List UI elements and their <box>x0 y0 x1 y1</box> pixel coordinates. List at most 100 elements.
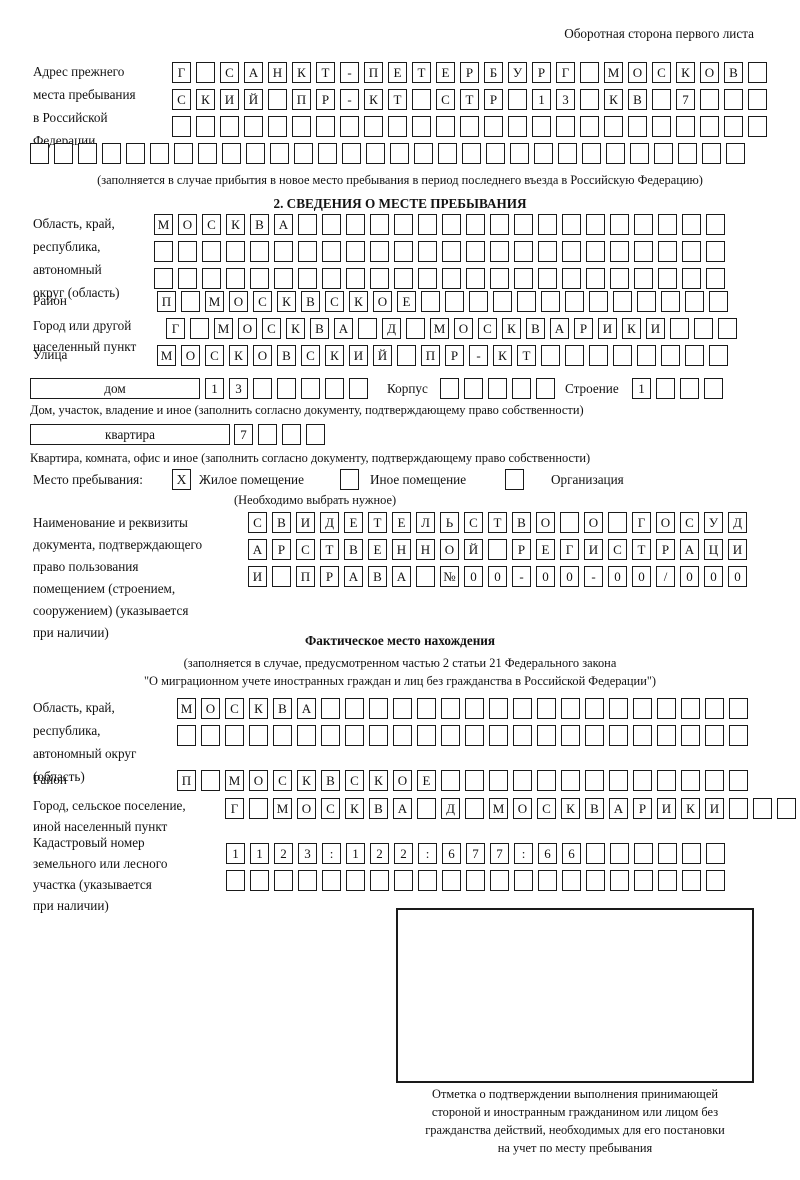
char-cell[interactable] <box>582 143 601 164</box>
char-cell[interactable] <box>417 798 436 819</box>
char-cell[interactable] <box>538 268 557 289</box>
char-cell[interactable]: К <box>561 798 580 819</box>
char-cell[interactable] <box>706 843 725 864</box>
char-cell[interactable]: К <box>493 345 512 366</box>
char-cell[interactable] <box>512 378 531 399</box>
char-cell[interactable] <box>729 770 748 791</box>
flat-cells[interactable]: 7 <box>234 424 325 445</box>
char-cell[interactable] <box>517 291 536 312</box>
char-cell[interactable] <box>634 214 653 235</box>
char-cell[interactable]: К <box>364 89 383 110</box>
char-cell[interactable]: М <box>154 214 173 235</box>
char-cell[interactable] <box>346 214 365 235</box>
char-cell[interactable] <box>225 725 244 746</box>
char-cell[interactable] <box>250 268 269 289</box>
char-cell[interactable]: В <box>368 566 387 587</box>
char-cell[interactable] <box>633 770 652 791</box>
char-cell[interactable] <box>462 143 481 164</box>
char-cell[interactable] <box>390 143 409 164</box>
char-cell[interactable] <box>718 318 737 339</box>
char-cell[interactable]: С <box>464 512 483 533</box>
char-cell[interactable] <box>586 241 605 262</box>
char-cell[interactable] <box>345 725 364 746</box>
char-cell[interactable]: Т <box>368 512 387 533</box>
char-cell[interactable]: С <box>202 214 221 235</box>
char-cell[interactable] <box>682 870 701 891</box>
char-cell[interactable] <box>490 241 509 262</box>
char-cell[interactable]: 1 <box>250 843 269 864</box>
char-cell[interactable]: К <box>196 89 215 110</box>
char-cell[interactable] <box>658 214 677 235</box>
char-cell[interactable] <box>54 143 73 164</box>
char-cell[interactable]: О <box>249 770 268 791</box>
char-cell[interactable] <box>190 318 209 339</box>
char-cell[interactable] <box>681 725 700 746</box>
char-cell[interactable]: О <box>536 512 555 533</box>
char-cell[interactable] <box>268 116 287 137</box>
char-cell[interactable] <box>657 725 676 746</box>
char-cell[interactable]: Р <box>484 89 503 110</box>
char-cell[interactable]: Т <box>632 539 651 560</box>
char-cell[interactable] <box>277 378 296 399</box>
char-cell[interactable] <box>610 241 629 262</box>
char-cell[interactable]: К <box>286 318 305 339</box>
char-cell[interactable]: 6 <box>442 843 461 864</box>
char-cell[interactable]: А <box>609 798 628 819</box>
char-cell[interactable]: М <box>214 318 233 339</box>
char-cell[interactable] <box>682 214 701 235</box>
char-cell[interactable] <box>561 770 580 791</box>
char-cell[interactable] <box>178 268 197 289</box>
char-cell[interactable] <box>657 770 676 791</box>
char-cell[interactable]: 1 <box>346 843 365 864</box>
char-cell[interactable]: О <box>584 512 603 533</box>
char-cell[interactable] <box>706 214 725 235</box>
char-cell[interactable]: К <box>226 214 245 235</box>
char-cell[interactable] <box>562 241 581 262</box>
char-cell[interactable]: К <box>277 291 296 312</box>
char-cell[interactable] <box>657 698 676 719</box>
char-cell[interactable] <box>610 870 629 891</box>
char-cell[interactable] <box>514 241 533 262</box>
char-cell[interactable] <box>442 268 461 289</box>
char-cell[interactable]: О <box>229 291 248 312</box>
char-cell[interactable] <box>514 268 533 289</box>
char-cell[interactable] <box>370 870 389 891</box>
char-cell[interactable] <box>558 143 577 164</box>
char-cell[interactable]: О <box>297 798 316 819</box>
char-cell[interactable] <box>489 725 508 746</box>
char-cell[interactable] <box>633 698 652 719</box>
char-cell[interactable] <box>586 268 605 289</box>
char-cell[interactable] <box>637 345 656 366</box>
char-cell[interactable] <box>196 116 215 137</box>
char-cell[interactable] <box>464 378 483 399</box>
char-cell[interactable]: В <box>273 698 292 719</box>
char-cell[interactable] <box>709 291 728 312</box>
cadastral-row-2[interactable] <box>226 870 725 891</box>
char-cell[interactable]: С <box>345 770 364 791</box>
char-cell[interactable] <box>394 870 413 891</box>
char-cell[interactable] <box>294 143 313 164</box>
char-cell[interactable] <box>202 268 221 289</box>
char-cell[interactable] <box>634 843 653 864</box>
char-cell[interactable]: К <box>297 770 316 791</box>
char-cell[interactable] <box>565 345 584 366</box>
char-cell[interactable] <box>406 318 425 339</box>
char-cell[interactable]: : <box>514 843 533 864</box>
char-cell[interactable]: 7 <box>466 843 485 864</box>
char-cell[interactable]: О <box>238 318 257 339</box>
char-cell[interactable]: 0 <box>488 566 507 587</box>
char-cell[interactable] <box>226 870 245 891</box>
char-cell[interactable]: 0 <box>536 566 555 587</box>
char-cell[interactable] <box>586 870 605 891</box>
char-cell[interactable]: 0 <box>560 566 579 587</box>
char-cell[interactable] <box>488 378 507 399</box>
char-cell[interactable]: С <box>680 512 699 533</box>
char-cell[interactable]: Г <box>560 539 579 560</box>
char-cell[interactable]: В <box>724 62 743 83</box>
char-cell[interactable] <box>222 143 241 164</box>
char-cell[interactable]: К <box>249 698 268 719</box>
char-cell[interactable] <box>705 698 724 719</box>
